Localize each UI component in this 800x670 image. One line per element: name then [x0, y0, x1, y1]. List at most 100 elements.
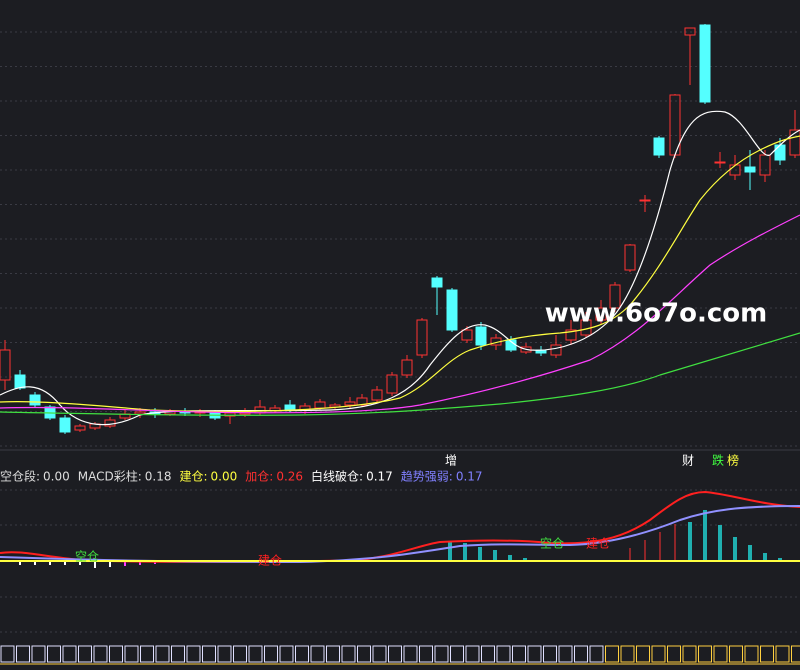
macd-bar [778, 558, 782, 561]
candle-body [446, 289, 458, 331]
marker: 财 [682, 454, 694, 468]
signal-box [264, 645, 278, 663]
candle-body [759, 154, 771, 176]
signal-box [217, 645, 232, 663]
signal-box [171, 645, 185, 663]
signal-box [434, 645, 449, 663]
macd-bar [733, 537, 737, 561]
signal-box [233, 645, 247, 663]
signal-box [512, 645, 526, 663]
signal-box [713, 645, 728, 663]
candle-body [371, 389, 383, 401]
candle-body [565, 329, 577, 341]
signal-box [16, 645, 30, 663]
signal-box [729, 645, 743, 663]
candle-body [774, 144, 786, 161]
signal-box [341, 645, 356, 663]
candle-body [744, 166, 756, 173]
signal-box [744, 645, 759, 663]
legend-value: 0.26 [276, 470, 303, 484]
macd-bar [718, 525, 722, 561]
candle-body [461, 329, 473, 341]
candle-body [344, 401, 356, 406]
candle-body [653, 137, 665, 156]
panel-label: 建仓 [258, 554, 282, 568]
candle-body [29, 394, 41, 406]
macd-bar [493, 550, 497, 561]
candle-body [74, 425, 86, 431]
signal-box [47, 645, 61, 663]
macd-bar [523, 558, 527, 561]
signal-box [791, 645, 800, 663]
signal-box [109, 645, 123, 663]
signal-box [698, 645, 712, 663]
signal-box [543, 645, 557, 663]
signal-box [682, 645, 697, 663]
candle-body [386, 374, 398, 394]
panel-label: 空仓 [540, 537, 564, 551]
ma-white [0, 110, 800, 426]
candle-body [284, 404, 296, 411]
signal-box [310, 645, 325, 663]
legend-name: 建仓: [180, 470, 208, 484]
panel-label: 建仓 [586, 537, 610, 551]
signal-box [558, 645, 573, 663]
signal-box [775, 645, 790, 663]
macd-bar [688, 522, 692, 561]
signal-box [620, 645, 635, 663]
candle-body [789, 129, 800, 156]
candle-body [639, 199, 651, 202]
signal-box [465, 645, 480, 663]
signal-box [78, 645, 92, 663]
legend-value: 0.17 [456, 470, 483, 484]
legend-name: 空仓段: [0, 469, 40, 484]
signal-box [450, 645, 464, 663]
legend-name: 加仓: [245, 470, 273, 484]
signal-box [62, 645, 77, 663]
signal-box [372, 645, 387, 663]
signal-box [295, 645, 309, 663]
ma-green [0, 332, 800, 416]
candle-body [624, 244, 636, 271]
legend-name: 白线破仓: [311, 469, 363, 484]
candle-body [714, 161, 726, 164]
signal-box [326, 645, 340, 663]
candle-body [595, 307, 607, 321]
macd-bar [703, 510, 707, 561]
ma-magenta [0, 214, 800, 414]
signal-box [0, 645, 15, 663]
signal-box [357, 645, 371, 663]
legend-name: 趋势强弱: [401, 470, 453, 484]
signal-box [667, 645, 681, 663]
panel-label: 空仓 [75, 550, 99, 564]
candles [0, 24, 800, 434]
macd-bar [448, 541, 452, 561]
signal-strip [0, 645, 800, 665]
candle-body [401, 359, 413, 376]
candle-body [431, 277, 443, 288]
signal-box [419, 645, 433, 663]
signal-box [248, 645, 263, 663]
macd-bar [463, 543, 467, 561]
signal-box [760, 645, 774, 663]
legend-name: MACD彩柱: [78, 469, 142, 484]
signal-box [186, 645, 201, 663]
macd-bar [748, 545, 752, 561]
candle-body [14, 374, 26, 389]
candle-body [0, 349, 11, 381]
macd-bar [478, 547, 482, 561]
marker: 增 [445, 454, 457, 468]
signal-box [605, 645, 619, 663]
legend-value: 0.18 [145, 470, 172, 484]
legend-value: 0.17 [366, 470, 393, 484]
signal-box [202, 645, 216, 663]
signal-box [155, 645, 170, 663]
candle-body [699, 24, 711, 103]
signal-box [651, 645, 666, 663]
signal-box [140, 645, 154, 663]
marker: 榜 [727, 453, 739, 468]
signal-box [636, 645, 650, 663]
candle-body [609, 284, 621, 309]
indicator-panel [19, 510, 782, 568]
